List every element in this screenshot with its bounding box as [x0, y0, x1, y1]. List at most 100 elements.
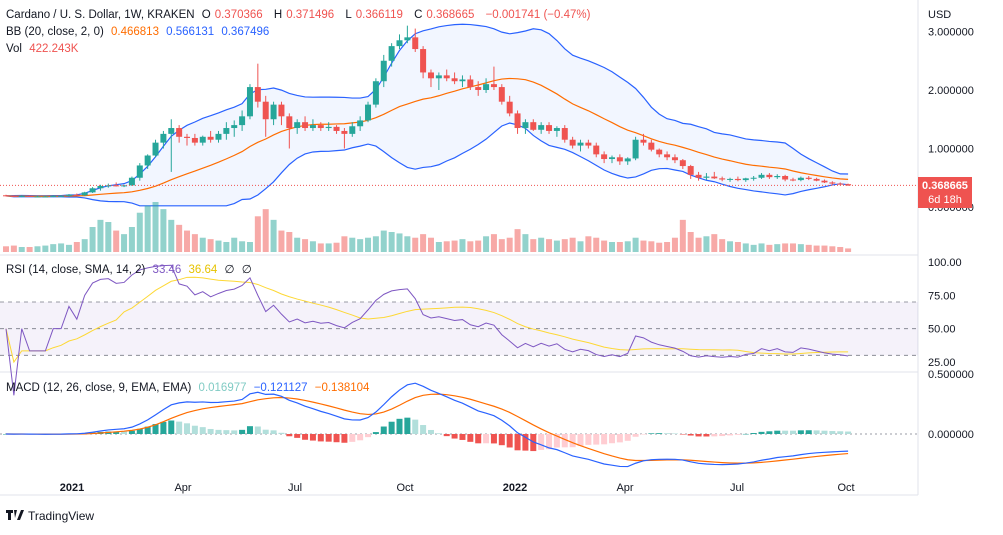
volume-bar	[671, 237, 678, 252]
macd-histogram-bar	[128, 430, 135, 434]
open-value: 0.370366	[214, 9, 263, 21]
volume-bar	[711, 234, 718, 252]
macd-histogram-bar	[758, 431, 765, 434]
candle-body	[89, 188, 96, 193]
macd-tick-label: 0.000000	[928, 429, 974, 441]
macd-histogram-bar	[286, 434, 293, 437]
tradingview-branding[interactable]: TradingView	[6, 509, 94, 523]
volume-bar	[349, 237, 356, 252]
candle-body	[302, 122, 309, 129]
volume-bar	[585, 236, 592, 252]
rsi-tick-label: 25.00	[928, 357, 956, 369]
macd-histogram-bar	[585, 434, 592, 445]
l-label: L	[345, 9, 352, 21]
volume-bar	[506, 237, 513, 252]
bb-legend[interactable]: BB (20, close, 2, 0) 0.466813 0.566131 0…	[6, 25, 273, 39]
macd-histogram-bar	[254, 426, 261, 434]
candle-body	[176, 128, 183, 137]
volume-bar	[388, 232, 395, 252]
volume-bar	[81, 239, 88, 252]
macd-histogram-bar	[608, 434, 615, 444]
vol-legend[interactable]: Vol 422.243K	[6, 42, 82, 56]
macd-histogram-bar	[467, 434, 474, 442]
candle-body	[199, 136, 206, 143]
macd-histogram-bar	[341, 434, 348, 443]
candle-body	[34, 196, 41, 198]
candle-body	[10, 195, 17, 197]
volume-bar	[616, 242, 623, 252]
macd-histogram-bar	[790, 430, 796, 434]
volume-bar	[498, 239, 505, 252]
rsi-label: RSI (14, close, SMA, 14, 2)	[6, 264, 146, 276]
volume-bar	[50, 244, 57, 252]
candle-body	[671, 157, 678, 161]
candle-body	[396, 40, 403, 47]
macd-histogram-bar	[546, 434, 553, 450]
candle-body	[719, 178, 726, 180]
volume-bar	[530, 239, 537, 252]
macd-histogram-bar	[184, 423, 191, 434]
volume-bar	[89, 227, 96, 252]
macd-histogram-bar	[121, 431, 128, 434]
candle-body	[569, 139, 576, 146]
macd-histogram-bar	[475, 434, 482, 444]
time-tick-label: Jul	[288, 482, 302, 494]
macd-histogram-bar	[821, 430, 828, 434]
volume-bar	[254, 216, 261, 252]
currency-label: USD	[928, 9, 952, 21]
symbol-title[interactable]: Cardano / U. S. Dollar, 1W, KRAKEN	[6, 9, 195, 21]
volume-bar	[813, 245, 820, 252]
macd-histogram-bar	[176, 421, 183, 434]
volume-bar	[396, 233, 403, 252]
volume-bar	[18, 247, 25, 252]
candle-body	[703, 176, 710, 178]
rsi-line	[5, 264, 849, 396]
last-price-value: 0.368665	[922, 180, 968, 192]
volume-bar	[601, 240, 608, 252]
macd-histogram-bar	[246, 426, 253, 434]
macd-histogram-bar	[593, 434, 600, 445]
volume-bar	[467, 241, 474, 252]
candle-body	[506, 101, 513, 114]
macd-histogram-bar	[262, 429, 269, 434]
candle-body	[42, 196, 49, 198]
rsi-legend[interactable]: RSI (14, close, SMA, 14, 2) 33.46 36.64 …	[6, 263, 256, 277]
candle-body	[121, 185, 128, 187]
macd-histogram-bar	[490, 434, 497, 444]
macd-histogram-bar	[404, 417, 411, 434]
candle-body	[223, 128, 230, 134]
volume-bar	[365, 237, 372, 252]
volume-bar	[624, 241, 631, 252]
volume-bar	[184, 230, 191, 252]
bb-fill	[6, 24, 849, 206]
macd-tick-label: 0.500000	[928, 369, 974, 381]
time-tick-label: Jul	[730, 482, 744, 494]
volume-bar	[821, 245, 828, 252]
candle-body	[664, 154, 671, 158]
candle-body	[215, 133, 222, 140]
candle-body	[341, 130, 348, 134]
candle-body	[616, 157, 623, 162]
macd-legend[interactable]: MACD (12, 26, close, 9, EMA, EMA) 0.0169…	[6, 381, 373, 395]
candle-body	[81, 192, 88, 196]
macd-histogram-bar	[671, 433, 678, 434]
time-tick-label: 2022	[503, 482, 527, 494]
macd-histogram-bar	[365, 434, 372, 438]
candle-body	[388, 46, 395, 61]
volume-bar	[420, 234, 427, 252]
macd-histogram-bar	[396, 418, 403, 434]
candle-body	[144, 155, 151, 166]
volume-bar	[404, 236, 411, 252]
macd-histogram-bar	[168, 420, 175, 434]
macd-line	[5, 382, 849, 468]
macd-histogram-bar	[734, 434, 741, 435]
volume-bar	[333, 242, 340, 252]
candle-body	[601, 154, 608, 160]
volume-bar	[829, 246, 836, 252]
candle-body	[286, 116, 293, 129]
volume-bar	[10, 245, 17, 252]
candle-body	[475, 87, 482, 90]
volume-bar	[742, 243, 749, 252]
macd-histogram-bar	[687, 434, 694, 436]
volume-bar	[758, 243, 765, 252]
